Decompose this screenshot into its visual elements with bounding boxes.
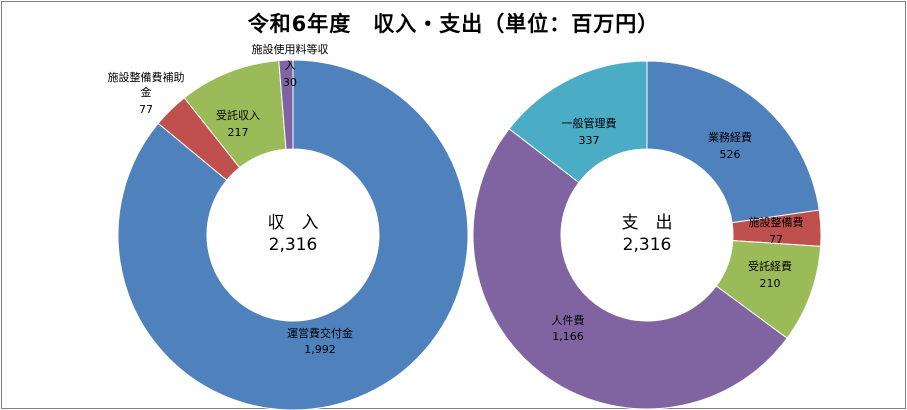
income-value-label-3: 30 <box>283 76 297 89</box>
income-category-label-1: 施設整備費補助 <box>108 70 185 84</box>
expense-category-label-2: 受託経費 <box>748 259 792 273</box>
income-value-label-2: 217 <box>228 126 249 139</box>
expense-category-label-0: 業務経費 <box>708 130 752 144</box>
expense-value-label-1: 77 <box>769 233 783 246</box>
income-value-label-0: 1,992 <box>304 343 336 356</box>
expense-slice-3 <box>472 128 788 410</box>
expense-slice-4 <box>508 60 648 184</box>
expense-value-label-4: 337 <box>579 134 600 147</box>
income-slice-3 <box>278 59 294 150</box>
income-category-label-2: 受託収入 <box>216 108 260 122</box>
income-category-label-1: 金 <box>141 85 152 99</box>
income-category-label-0: 運営費交付金 <box>287 326 353 340</box>
expense-donut: 支 出 2,316 業務経費 526 施設整備費 77 受託経費 210 人件費 1,166 一… <box>472 60 822 410</box>
expense-category-label-1: 施設整備費 <box>749 215 804 229</box>
income-slice-0 <box>117 59 469 410</box>
expense-center-total: 2,316 <box>623 235 672 255</box>
expense-category-label-4: 一般管理費 <box>562 116 617 130</box>
expense-value-label-3: 1,166 <box>552 330 584 343</box>
income-value-label-1: 77 <box>139 103 153 116</box>
chart-title: 令和6年度 収入・支出（単位：百万円） <box>247 12 660 36</box>
income-category-label-3: 施設使用料等収 <box>252 42 329 56</box>
expense-slice-0 <box>646 60 820 224</box>
expense-value-label-0: 526 <box>720 148 741 161</box>
income-center-label: 収 入 <box>268 213 319 233</box>
expense-category-label-3: 人件費 <box>552 313 585 327</box>
income-center-total: 2,316 <box>269 235 318 255</box>
expense-center-label: 支 出 <box>622 213 673 233</box>
expense-value-label-2: 210 <box>760 277 781 290</box>
income-category-label-3: 入 <box>285 59 296 72</box>
